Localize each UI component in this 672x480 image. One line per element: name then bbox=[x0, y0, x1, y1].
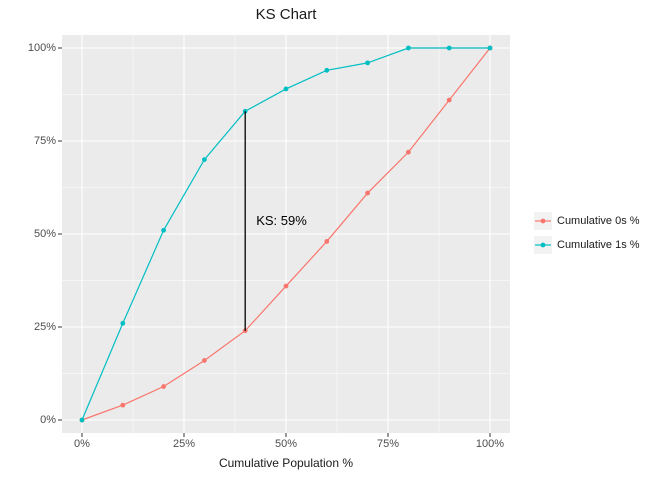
legend-item: Cumulative 0s % bbox=[534, 212, 640, 230]
data-point bbox=[202, 358, 207, 363]
legend-item: Cumulative 1s % bbox=[534, 236, 640, 254]
x-axis-title: Cumulative Population % bbox=[218, 456, 354, 470]
legend-label: Cumulative 1s % bbox=[557, 239, 640, 251]
chart-title: KS Chart bbox=[255, 6, 317, 23]
data-point bbox=[79, 417, 85, 423]
legend-key-icon bbox=[534, 236, 552, 254]
data-point bbox=[120, 402, 126, 408]
data-point bbox=[161, 384, 167, 389]
data-point bbox=[161, 227, 167, 233]
data-point bbox=[202, 157, 207, 163]
data-point bbox=[324, 67, 330, 73]
ks-annotation-label: KS: 59% bbox=[256, 212, 307, 228]
data-point bbox=[487, 45, 493, 51]
legend-label: Cumulative 0s % bbox=[557, 215, 640, 227]
data-point bbox=[406, 149, 411, 155]
data-point bbox=[283, 86, 289, 92]
data-point bbox=[324, 239, 330, 244]
data-point bbox=[446, 45, 452, 51]
data-point bbox=[365, 190, 370, 196]
data-point bbox=[365, 60, 370, 66]
data-point bbox=[283, 283, 289, 289]
legend: Cumulative 0s % Cumulative 1s % bbox=[534, 212, 640, 254]
data-point bbox=[120, 320, 126, 326]
data-point bbox=[406, 45, 411, 51]
data-point bbox=[446, 97, 452, 103]
legend-key-icon bbox=[534, 212, 552, 230]
